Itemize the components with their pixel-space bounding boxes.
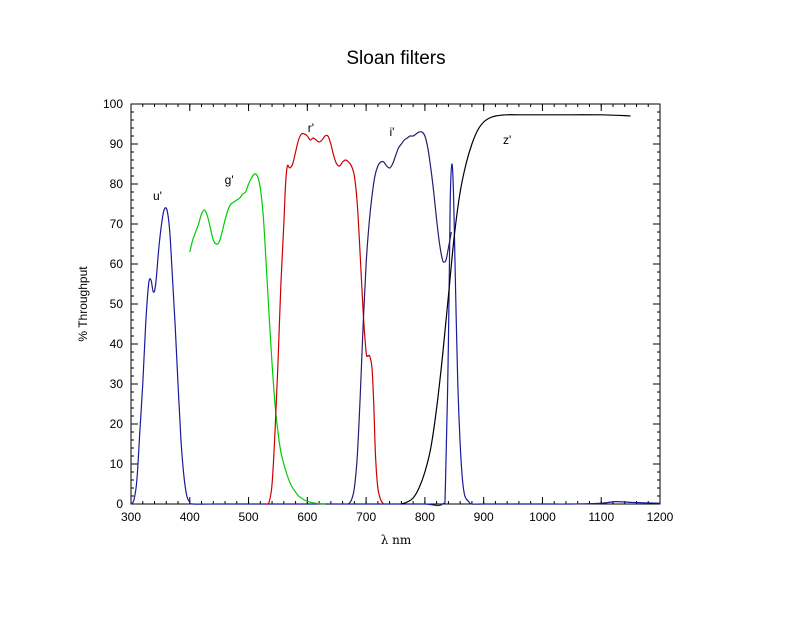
- x-tick-label: 1000: [529, 510, 556, 524]
- x-tick-label: 300: [121, 510, 141, 524]
- y-tick-label: 80: [110, 177, 124, 191]
- y-tick-label: 70: [110, 217, 124, 231]
- x-tick-label: 800: [415, 510, 435, 524]
- y-tick-label: 40: [110, 337, 124, 351]
- series-line-i: [347, 131, 452, 505]
- y-tick-label: 100: [103, 97, 123, 111]
- x-tick-label: 1100: [588, 510, 614, 524]
- series-line-g: [189, 173, 326, 505]
- y-tick-label: 20: [110, 417, 124, 431]
- x-tick-label: 700: [356, 510, 376, 524]
- y-tick-label: 30: [110, 377, 124, 391]
- filter-labels: u' g' r' i' z': [153, 121, 511, 203]
- y-tick-label: 60: [110, 257, 124, 271]
- chart-title: Sloan filters: [346, 48, 445, 69]
- x-tick-label: 400: [180, 510, 200, 524]
- series-line-z: [401, 114, 631, 505]
- filter-label-u: u': [153, 189, 162, 203]
- x-tick-label: 500: [239, 510, 259, 524]
- y-tick-label: 90: [110, 137, 124, 151]
- filter-label-g: g': [225, 173, 234, 187]
- y-tick-label: 0: [116, 497, 123, 511]
- filter-label-z: z': [503, 133, 511, 147]
- series-line-r: [265, 132, 385, 505]
- x-tick-label: 900: [474, 510, 494, 524]
- x-axis-label: λ nm: [381, 533, 412, 547]
- y-tick-label: 10: [110, 457, 124, 471]
- series-lines: [130, 114, 661, 507]
- tick-marks: [130, 103, 661, 505]
- tick-labels: 300 400 500 600 700 800 900 1000 1100 1200 0 10 20 30…: [103, 97, 674, 524]
- x-tick-label: 1200: [647, 510, 674, 524]
- x-tick-label: 600: [297, 510, 317, 524]
- filter-label-i: i': [389, 125, 394, 139]
- y-tick-label: 50: [110, 297, 124, 311]
- filter-label-r: r': [308, 121, 314, 135]
- y-axis-label: % Throughput: [76, 266, 90, 342]
- plot-frame: [130, 103, 661, 505]
- series-line-u: [130, 163, 661, 507]
